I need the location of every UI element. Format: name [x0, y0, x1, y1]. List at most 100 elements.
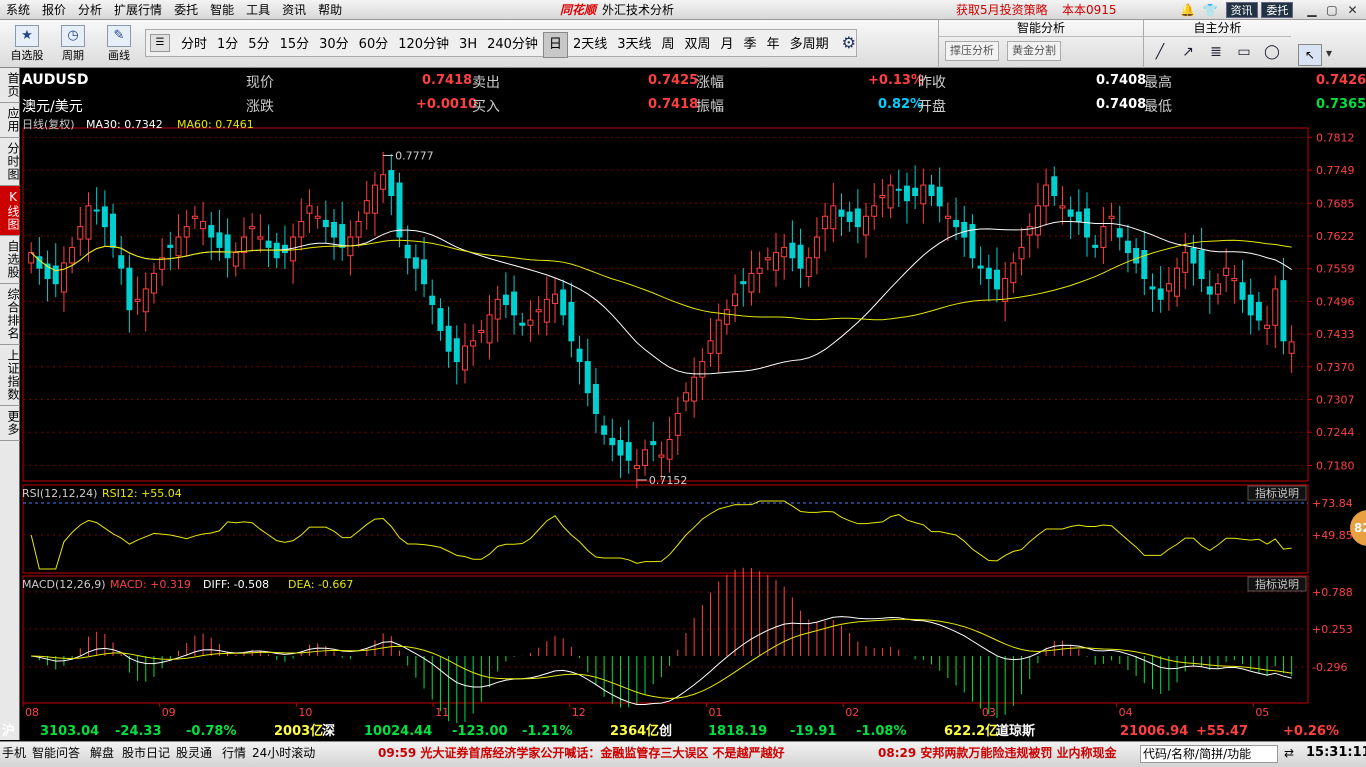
- label-ask: 卖出: [472, 75, 500, 91]
- cursor-tool-icon[interactable]: ↖: [1298, 44, 1322, 66]
- status-item-4[interactable]: 股灵通: [176, 746, 213, 760]
- left-tab-1[interactable]: 应用: [0, 103, 20, 138]
- dropdown-icon[interactable]: ▾: [1326, 46, 1333, 60]
- candle-body: [1133, 247, 1140, 264]
- kline-chart[interactable]: 0.7812 0.7749 0.7685 0.7622 0.7559 0.7496 0.74…: [20, 118, 1366, 723]
- maximize-icon[interactable]: ▢: [1326, 3, 1338, 17]
- period-button[interactable]: ◷ 周期: [50, 23, 96, 67]
- candle-body: [854, 208, 861, 228]
- status-item-6[interactable]: 24小时滚动: [252, 746, 316, 760]
- left-tab-3[interactable]: K线图: [0, 186, 20, 236]
- candle-body: [388, 170, 395, 196]
- circle-tool-icon[interactable]: ◯: [1264, 44, 1280, 60]
- user-icon[interactable]: 👕: [1202, 3, 1218, 17]
- period-3[interactable]: 15分: [279, 37, 310, 52]
- golden-split-button[interactable]: 黄金分割: [1007, 41, 1061, 61]
- left-tab-6[interactable]: 上证指数: [0, 345, 20, 406]
- menu-tools[interactable]: 工具: [246, 3, 271, 17]
- sound-icon[interactable]: ⇄: [1284, 746, 1295, 760]
- status-bar: 手机 智能问答 解盘 股市日记 股灵通 行情 24小时滚动 09:59 光大证券首席经济学家公…: [0, 741, 1366, 767]
- candle-body: [1157, 288, 1164, 300]
- status-item-1[interactable]: 智能问答: [32, 746, 81, 760]
- status-item-0[interactable]: 手机: [2, 746, 27, 760]
- watchlist-button[interactable]: ★ 自选股: [4, 23, 50, 67]
- period-0[interactable]: 分时: [181, 37, 208, 52]
- period-menu-icon[interactable]: ☰: [150, 34, 170, 52]
- period-6[interactable]: 120分钟: [398, 37, 450, 52]
- left-tab-0[interactable]: 首页: [0, 68, 20, 103]
- minimize-icon[interactable]: ▁: [1307, 3, 1317, 17]
- close-icon[interactable]: ✕: [1347, 3, 1358, 17]
- quote-panel: AUDUSD 澳元/美元 现价 0.7418 卖出 0.7425 涨幅 +0.1…: [20, 70, 1366, 118]
- candle-body: [1288, 341, 1295, 354]
- status-item-2[interactable]: 解盘: [90, 746, 115, 760]
- period-8[interactable]: 240分钟: [487, 37, 538, 52]
- ray-tool-icon[interactable]: ↗: [1182, 44, 1194, 60]
- candle-body: [110, 213, 117, 248]
- period-16[interactable]: 年: [766, 37, 780, 52]
- menu-bar: 系统 报价 分析 扩展行情 委托 智能 工具 资讯 帮助: [0, 0, 1366, 20]
- period-2[interactable]: 5分: [248, 37, 270, 52]
- gear-icon[interactable]: ⚙: [841, 33, 856, 52]
- candle-body: [1165, 283, 1172, 292]
- rsi-help-button[interactable]: [1247, 485, 1307, 501]
- news-button[interactable]: 资讯: [1225, 2, 1258, 18]
- candle-body: [944, 215, 951, 219]
- bell-icon[interactable]: 🔔: [1180, 3, 1195, 17]
- period-4[interactable]: 30分: [319, 37, 349, 52]
- candle-body: [699, 361, 706, 378]
- menu-quote[interactable]: 报价: [42, 3, 67, 17]
- support-resistance-button[interactable]: 撑压分析: [945, 41, 999, 61]
- period-14[interactable]: 月: [720, 37, 734, 52]
- candle-body: [85, 205, 92, 240]
- candle-body: [216, 232, 223, 248]
- main-panel-frame: [22, 127, 1309, 482]
- candle-body: [920, 184, 927, 205]
- candle-body: [314, 215, 321, 219]
- candle-body: [224, 234, 231, 259]
- period-9[interactable]: 日: [542, 32, 568, 58]
- x-tick-label: 08: [25, 706, 39, 719]
- news-ticker-2[interactable]: 08:29 安邦两款万能险违规被罚 业内称现金: [878, 746, 1117, 760]
- floating-badge[interactable]: 82: [1350, 510, 1366, 546]
- menu-smart[interactable]: 智能: [210, 3, 235, 17]
- menu-extended[interactable]: 扩展行情: [114, 3, 163, 17]
- candle-body: [478, 329, 485, 334]
- candle-body: [625, 442, 632, 461]
- search-input[interactable]: 代码/名称/简拼/功能: [1140, 745, 1278, 763]
- period-13[interactable]: 双周: [684, 37, 711, 52]
- period-10[interactable]: 2天线: [572, 37, 608, 52]
- status-item-5[interactable]: 行情: [222, 746, 247, 760]
- y-tick-label: 0.7812: [1316, 131, 1355, 144]
- draw-button[interactable]: ✎ 画线: [96, 23, 142, 67]
- left-tab-4[interactable]: 自选股: [0, 236, 20, 284]
- macd-label: MACD: +0.319: [110, 578, 191, 591]
- candle-body: [470, 340, 477, 347]
- period-17[interactable]: 多周期: [789, 37, 829, 52]
- rectangle-tool-icon[interactable]: ▭: [1237, 44, 1251, 60]
- period-1[interactable]: 1分: [217, 37, 239, 52]
- menu-trade[interactable]: 委托: [174, 3, 199, 17]
- left-tab-7[interactable]: 更多: [0, 406, 20, 441]
- period-12[interactable]: 周: [661, 37, 675, 52]
- period-5[interactable]: 60分: [358, 37, 389, 52]
- menu-info[interactable]: 资讯: [282, 3, 307, 17]
- cy-label: 创: [659, 724, 673, 739]
- channel-tool-icon[interactable]: ≣: [1210, 44, 1222, 60]
- status-item-3[interactable]: 股市日记: [122, 746, 171, 760]
- candle-body: [527, 319, 534, 326]
- period-7[interactable]: 3H: [459, 37, 478, 52]
- menu-analysis[interactable]: 分析: [78, 3, 103, 17]
- period-15[interactable]: 季: [743, 37, 757, 52]
- trade-button[interactable]: 委托: [1261, 2, 1294, 18]
- dea-line: [31, 618, 1292, 699]
- menu-help[interactable]: 帮助: [318, 3, 343, 17]
- left-tab-2[interactable]: 分时图: [0, 138, 20, 186]
- left-tab-5[interactable]: 综合排名: [0, 284, 20, 345]
- promo-link[interactable]: 获取5月投资策略: [956, 3, 1048, 17]
- macd-help-button[interactable]: [1247, 576, 1307, 592]
- line-tool-icon[interactable]: ╱: [1155, 44, 1165, 60]
- period-11[interactable]: 3天线: [617, 37, 652, 52]
- news-ticker-1[interactable]: 09:59 光大证券首席经济学家公开喊话：金融监管存三大误区 不是越严越好: [378, 746, 785, 760]
- menu-system[interactable]: 系统: [6, 3, 31, 17]
